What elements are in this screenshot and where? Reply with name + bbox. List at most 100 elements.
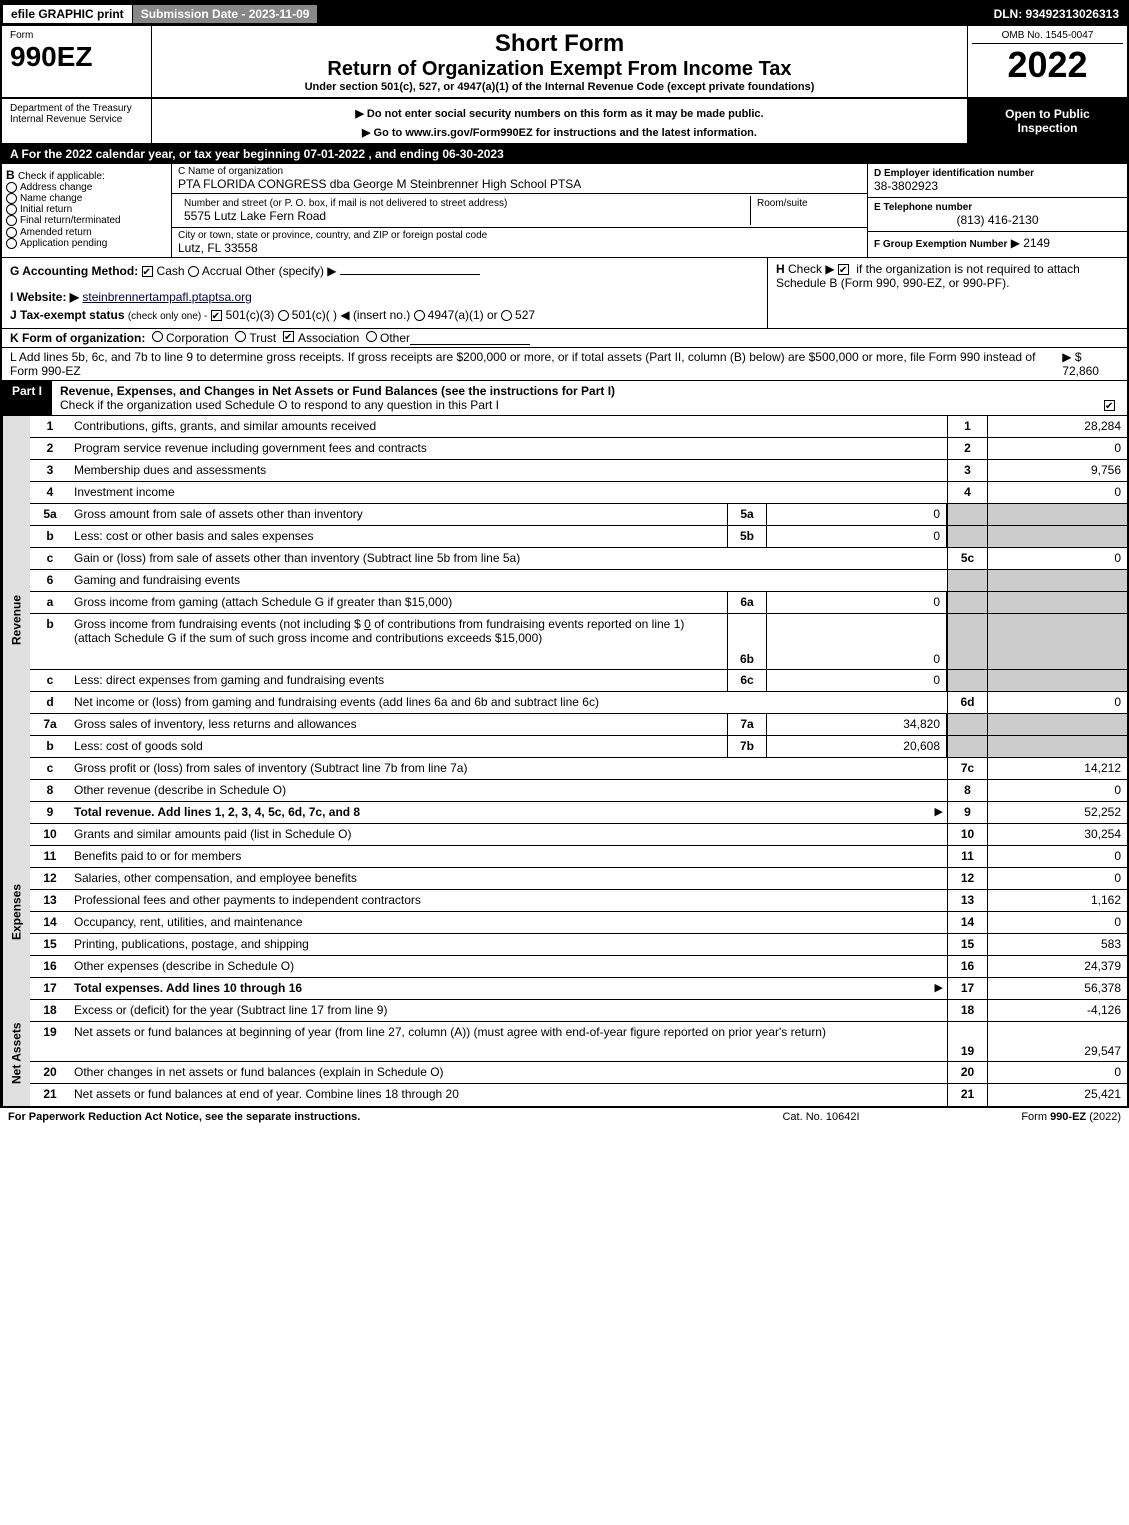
line10-num: 10 [30, 824, 70, 845]
check-pending[interactable] [6, 238, 17, 249]
opt-cash: Cash [157, 264, 185, 278]
line12-val: 0 [987, 868, 1127, 889]
line2-desc: Program service revenue including govern… [70, 438, 947, 459]
dln: DLN: 93492313026313 [986, 5, 1127, 23]
goto-link[interactable]: ▶ Go to www.irs.gov/Form990EZ for instru… [156, 126, 963, 139]
website-link[interactable]: steinbrennertampafl.ptaptsa.org [82, 290, 251, 304]
line7a-sn: 7a [727, 714, 767, 735]
title-return: Return of Organization Exempt From Incom… [156, 58, 963, 81]
line12-rn: 12 [947, 868, 987, 889]
check-corp[interactable] [152, 331, 163, 342]
l-amount: ▶ $ 72,860 [1062, 350, 1119, 378]
part1-label: Part I [2, 381, 52, 415]
line6b-num: b [30, 614, 70, 669]
omb: OMB No. 1545-0047 [972, 30, 1123, 44]
irs: Internal Revenue Service [10, 114, 143, 125]
line1-val: 28,284 [987, 416, 1127, 437]
line6a-gray [947, 592, 987, 613]
line8-rn: 8 [947, 780, 987, 801]
b-check-label: Check if applicable: [18, 171, 105, 182]
line5b-gray2 [987, 526, 1127, 547]
line12-desc: Salaries, other compensation, and employ… [70, 868, 947, 889]
line6a-desc: Gross income from gaming (attach Schedul… [70, 592, 727, 613]
line6-num: 6 [30, 570, 70, 591]
line5c-num: c [30, 548, 70, 569]
line20-rn: 20 [947, 1062, 987, 1083]
section-k: K Form of organization: Corporation Trus… [2, 329, 1127, 348]
line6c-sv: 0 [767, 670, 947, 691]
line7a-desc: Gross sales of inventory, less returns a… [70, 714, 727, 735]
check-initial-return[interactable] [6, 204, 17, 215]
line5b-gray [947, 526, 987, 547]
line6b-sn: 6b [727, 614, 767, 669]
efile-print[interactable]: efile GRAPHIC print [2, 4, 133, 24]
side-netassets: Net Assets [2, 1000, 30, 1106]
check-assoc[interactable] [283, 331, 294, 342]
check-name-change[interactable] [6, 193, 17, 204]
line1-num: 1 [30, 416, 70, 437]
line7b-desc: Less: cost of goods sold [70, 736, 727, 757]
opt-527: 527 [515, 308, 535, 322]
revenue-section: Revenue 1Contributions, gifts, grants, a… [2, 416, 1127, 824]
ssn-warning: ▶ Do not enter social security numbers o… [156, 107, 963, 120]
line3-num: 3 [30, 460, 70, 481]
check-schedule-o[interactable] [1104, 400, 1115, 411]
check-501c[interactable] [278, 310, 289, 321]
check-other[interactable] [366, 331, 377, 342]
group-label: F Group Exemption Number [874, 239, 1007, 250]
line20-desc: Other changes in net assets or fund bala… [70, 1062, 947, 1083]
line7a-gray2 [987, 714, 1127, 735]
section-g: G Accounting Method: Cash Accrual Other … [10, 264, 759, 278]
submission-date: Submission Date - 2023-11-09 [133, 5, 318, 23]
check-amended[interactable] [6, 227, 17, 238]
dept: Department of the Treasury [10, 103, 143, 114]
check-accrual[interactable] [188, 266, 199, 277]
line6d-val: 0 [987, 692, 1127, 713]
check-501c3[interactable] [211, 310, 222, 321]
opt-other: Other (specify) ▶ [245, 264, 336, 278]
footer-catno: Cat. No. 10642I [721, 1111, 921, 1123]
line13-desc: Professional fees and other payments to … [70, 890, 947, 911]
check-trust[interactable] [235, 331, 246, 342]
line5c-desc: Gain or (loss) from sale of assets other… [70, 548, 947, 569]
line5b-sn: 5b [727, 526, 767, 547]
line16-rn: 16 [947, 956, 987, 977]
opt-assoc: Association [298, 331, 359, 345]
line11-rn: 11 [947, 846, 987, 867]
line17-desc: Total expenses. Add lines 10 through 16 … [70, 978, 947, 999]
check-527[interactable] [501, 310, 512, 321]
line15-rn: 15 [947, 934, 987, 955]
line17-val: 56,378 [987, 978, 1127, 999]
line20-val: 0 [987, 1062, 1127, 1083]
opt-other-org: Other [380, 331, 410, 345]
check-address-change[interactable] [6, 182, 17, 193]
line4-rn: 4 [947, 482, 987, 503]
check-4947[interactable] [414, 310, 425, 321]
opt-501c3: 501(c)(3) [226, 308, 275, 322]
line13-val: 1,162 [987, 890, 1127, 911]
subtitle: Under section 501(c), 527, or 4947(a)(1)… [156, 81, 963, 93]
opt-trust: Trust [249, 331, 276, 345]
line7b-gray [947, 736, 987, 757]
line6a-sn: 6a [727, 592, 767, 613]
header: Form 990EZ Short Form Return of Organiza… [2, 26, 1127, 99]
part1-check-text: Check if the organization used Schedule … [60, 398, 499, 412]
ein: 38-3802923 [874, 179, 1121, 193]
h-label: H [776, 262, 785, 276]
line12-num: 12 [30, 868, 70, 889]
title-shortform: Short Form [156, 30, 963, 58]
check-schedule-b[interactable] [838, 264, 849, 275]
check-cash[interactable] [142, 266, 153, 277]
line14-rn: 14 [947, 912, 987, 933]
line4-num: 4 [30, 482, 70, 503]
line5c-rn: 5c [947, 548, 987, 569]
line6d-num: d [30, 692, 70, 713]
line6-gray [947, 570, 987, 591]
line6a-num: a [30, 592, 70, 613]
line19-num: 19 [30, 1022, 70, 1061]
line7b-num: b [30, 736, 70, 757]
line4-val: 0 [987, 482, 1127, 503]
line15-desc: Printing, publications, postage, and shi… [70, 934, 947, 955]
check-final-return[interactable] [6, 215, 17, 226]
line3-val: 9,756 [987, 460, 1127, 481]
